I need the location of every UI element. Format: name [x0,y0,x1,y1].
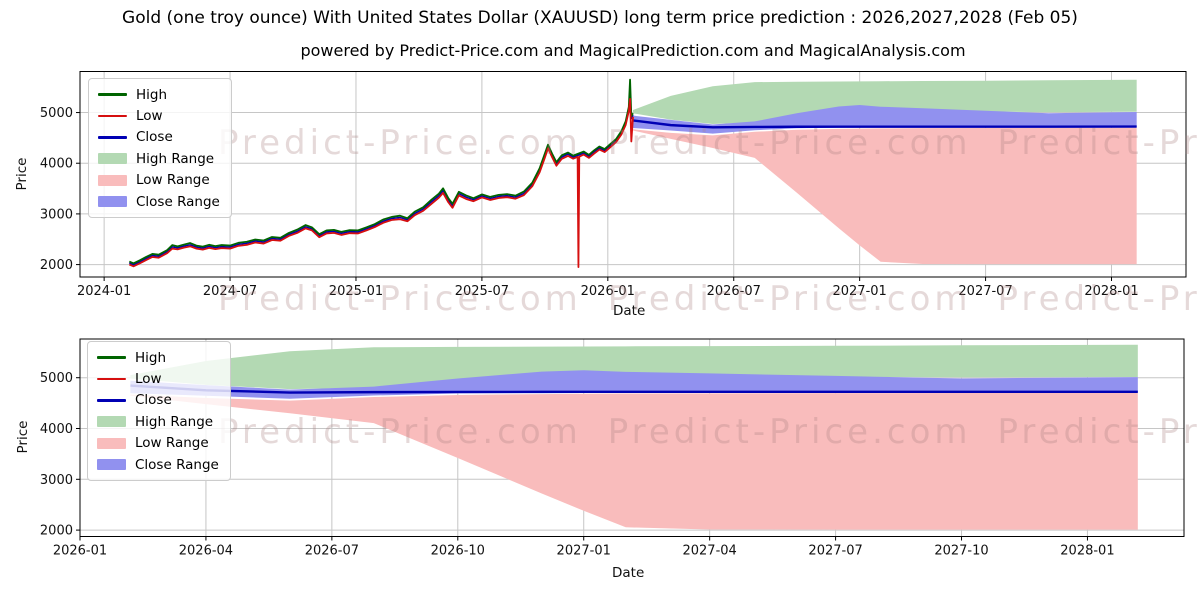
y-tick-label: 4000 [40,157,73,172]
high-line-swatch [98,93,127,96]
high-range-swatch [98,153,127,165]
legend-label: High Range [136,150,215,167]
forecast-close-line [130,384,1138,394]
legend-label: Low Range [135,435,209,452]
legend-item-high-range: High Range [98,148,220,169]
close-line-swatch [97,399,126,402]
legend-item-close: Close [97,390,219,411]
low-range-band [130,392,1138,530]
legend-bottom-chart: High Low Close High Range Low Range Clos… [87,341,231,482]
low-range-band [633,127,1137,265]
x-tick-label: 2025-07 [455,284,509,299]
y-tick-label: 5000 [40,106,73,121]
legend-label: High [136,86,168,103]
legend-item-low-range: Low Range [97,433,219,454]
history-close-line [129,95,634,266]
low-range-swatch [98,174,127,186]
x-axis-label-bottom: Date [612,565,645,581]
x-tick-label: 2026-01 [581,284,635,299]
chart-history-and-forecast-chart: 2024-01 2024-07 2025-01 2025-07 2026-01 2026-… [40,71,1187,299]
x-tick-label: 2026-07 [707,284,761,299]
legend-label: Low [136,108,163,125]
history-high-line [128,78,634,265]
legend-item-high: High [98,84,220,105]
close-range-swatch [97,459,126,471]
x-tick-label: 2025-01 [329,284,383,299]
x-tick-label: 2026-10 [431,544,485,559]
x-tick-label: 2027-07 [808,544,862,559]
legend-item-high: High [97,347,219,368]
plot-frame [79,71,1187,278]
y-tick-label: 2000 [40,258,73,273]
y-tick-label: 4000 [40,422,73,437]
legend-item-low: Low [98,105,220,126]
high-range-swatch [97,416,126,428]
legend-label: High Range [135,413,214,430]
legend-item-low-range: Low Range [98,170,220,191]
x-tick-label: 2028-01 [1060,544,1114,559]
legend-label: Close Range [135,456,219,473]
chart-forecast-detail-chart: 2026-01 2026-04 2026-07 2026-10 2027-01 2027-… [40,338,1185,559]
y-tick-label: 2000 [40,524,73,539]
x-tick-label: 2024-07 [203,284,257,299]
y-tick-label: 3000 [40,473,73,488]
close-range-swatch [98,196,127,208]
high-range-band [633,79,1137,124]
legend-label: Close [136,129,173,146]
x-tick-label: 2028-01 [1084,284,1138,299]
y-tick-label: 5000 [40,371,73,386]
legend-label: Low Range [136,172,210,189]
close-line-swatch [98,136,127,139]
x-tick-label: 2027-04 [682,544,736,559]
x-tick-label: 2027-10 [934,544,988,559]
low-range-swatch [97,437,126,449]
y-tick-label: 3000 [40,207,73,222]
legend-item-high-range: High Range [97,411,219,432]
x-tick-label: 2026-01 [53,544,107,559]
history-low-line [128,97,634,269]
legend-label: Low [135,371,162,388]
page-subtitle: powered by Predict-Price.com and Magical… [300,41,966,60]
low-line-swatch [97,377,126,381]
legend-label: High [135,349,167,366]
legend-item-low: Low [97,368,219,389]
legend-item-close-range: Close Range [97,454,219,475]
x-tick-label: 2027-01 [557,544,611,559]
x-tick-label: 2024-01 [77,284,131,299]
high-range-band [130,344,1138,390]
page-title: Gold (one troy ounce) With United States… [122,8,1078,28]
high-line-swatch [97,356,126,359]
plot-frame [79,338,1185,537]
legend-label: Close [135,392,172,409]
forecast-close-line [632,119,1137,129]
x-tick-label: 2027-01 [832,284,886,299]
legend-top-chart: High Low Close High Range Low Range Clos… [88,78,232,219]
x-tick-label: 2026-04 [179,544,233,559]
legend-item-close-range: Close Range [98,191,220,212]
x-tick-label: 2026-07 [305,544,359,559]
x-tick-label: 2027-07 [958,284,1012,299]
low-line-swatch [98,114,127,118]
legend-item-close: Close [98,127,220,148]
legend-label: Close Range [136,193,220,210]
x-axis-label-top: Date [613,303,646,319]
